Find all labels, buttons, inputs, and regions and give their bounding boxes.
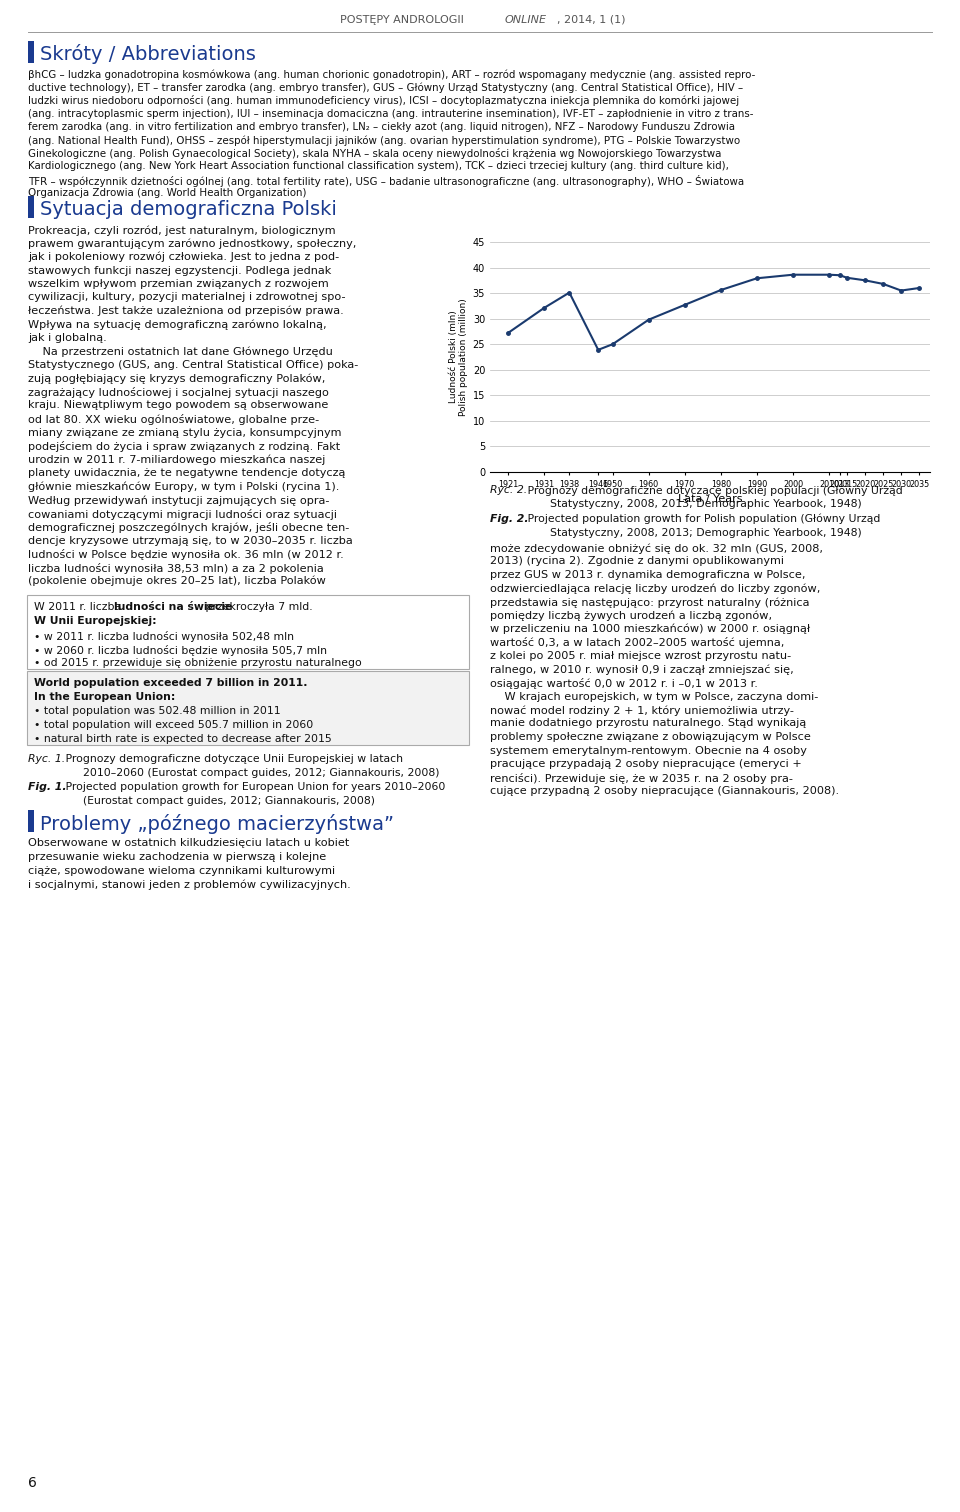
Text: • w 2011 r. liczba ludności wynosiła 502,48 mln: • w 2011 r. liczba ludności wynosiła 502… xyxy=(34,631,294,641)
Text: i socjalnymi, stanowi jeden z problemów cywilizacyjnych.: i socjalnymi, stanowi jeden z problemów … xyxy=(28,878,350,889)
Text: Obserwowane w ostatnich kilkudziesięciu latach u kobiet: Obserwowane w ostatnich kilkudziesięciu … xyxy=(28,839,349,848)
Text: , 2014, 1 (1): , 2014, 1 (1) xyxy=(557,15,626,26)
Text: Według przewidywań instytucji zajmujących się opra-: Według przewidywań instytucji zajmującyc… xyxy=(28,494,329,505)
Text: World population exceeded 7 billion in 2011.: World population exceeded 7 billion in 2… xyxy=(34,679,307,688)
Text: cujące przypadną 2 osoby niepracujące (Giannakouris, 2008).: cujące przypadną 2 osoby niepracujące (G… xyxy=(490,786,839,795)
Text: 2010–2060 (Eurostat compact guides, 2012; Giannakouris, 2008): 2010–2060 (Eurostat compact guides, 2012… xyxy=(83,768,440,777)
Text: w przeliczeniu na 1000 mieszkańców) w 2000 r. osiągnął: w przeliczeniu na 1000 mieszkańców) w 20… xyxy=(490,624,810,635)
Text: planety uwidacznia, że te negatywne tendencje dotyczą: planety uwidacznia, że te negatywne tend… xyxy=(28,469,346,478)
Text: zują pogłębiający się kryzys demograficzny Polaków,: zują pogłębiający się kryzys demograficz… xyxy=(28,373,325,384)
Text: • total population will exceed 505.7 million in 2060: • total population will exceed 505.7 mil… xyxy=(34,721,313,730)
Text: liczba ludności wynosiła 38,53 mln) a za 2 pokolenia: liczba ludności wynosiła 38,53 mln) a za… xyxy=(28,562,324,573)
Text: (pokolenie obejmuje okres 20–25 lat), liczba Polaków: (pokolenie obejmuje okres 20–25 lat), li… xyxy=(28,576,325,587)
FancyBboxPatch shape xyxy=(27,594,469,668)
Text: problemy społeczne związane z obowiązującym w Polsce: problemy społeczne związane z obowiązują… xyxy=(490,732,811,742)
Text: TFR – współczynnik dzietności ogólnej (ang. total fertility rate), USG – badanie: TFR – współczynnik dzietności ogólnej (a… xyxy=(28,174,744,186)
Text: 6: 6 xyxy=(28,1476,36,1489)
Text: Fig. 1.: Fig. 1. xyxy=(28,783,66,792)
Text: manie dodatniego przyrostu naturalnego. Stąd wynikają: manie dodatniego przyrostu naturalnego. … xyxy=(490,718,806,729)
Text: Prokreacja, czyli rozród, jest naturalnym, biologicznym: Prokreacja, czyli rozród, jest naturalny… xyxy=(28,225,336,236)
Text: kraju. Niewątpliwym tego powodem są obserwowane: kraju. Niewątpliwym tego powodem są obse… xyxy=(28,401,328,410)
Text: • total population was 502.48 million in 2011: • total population was 502.48 million in… xyxy=(34,706,280,717)
Text: osiągając wartość 0,0 w 2012 r. i –0,1 w 2013 r.: osiągając wartość 0,0 w 2012 r. i –0,1 w… xyxy=(490,677,757,689)
Text: 2013) (rycina 2). Zgodnie z danymi opublikowanymi: 2013) (rycina 2). Zgodnie z danymi opubl… xyxy=(490,556,784,567)
Text: przesuwanie wieku zachodzenia w pierwszą i kolejne: przesuwanie wieku zachodzenia w pierwszą… xyxy=(28,851,326,862)
Text: Ryc. 1.: Ryc. 1. xyxy=(28,753,65,764)
X-axis label: Lata / Years: Lata / Years xyxy=(678,494,742,503)
Text: βhCG – ludzka gonadotropina kosmówkowa (ang. human chorionic gonadotropin), ART : βhCG – ludzka gonadotropina kosmówkowa (… xyxy=(28,70,756,80)
Text: Fig. 2.: Fig. 2. xyxy=(490,514,529,525)
Text: jak i pokoleniowy rozwój człowieka. Jest to jedna z pod-: jak i pokoleniowy rozwój człowieka. Jest… xyxy=(28,253,339,263)
Text: ludzki wirus niedoboru odporności (ang. human immunodeficiency virus), ICSI – do: ludzki wirus niedoboru odporności (ang. … xyxy=(28,95,739,106)
Text: przedstawia się następująco: przyrost naturalny (różnica: przedstawia się następująco: przyrost na… xyxy=(490,597,809,608)
Text: Prognozy demograficzne dotyczące Unii Europejskiej w latach: Prognozy demograficzne dotyczące Unii Eu… xyxy=(62,753,403,764)
Text: Sytuacja demograficzna Polski: Sytuacja demograficzna Polski xyxy=(40,200,337,219)
Text: W krajach europejskich, w tym w Polsce, zaczyna domi-: W krajach europejskich, w tym w Polsce, … xyxy=(490,691,818,702)
Text: (ang. National Health Fund), OHSS – zespół hiperstymulacji jajników (ang. ovaria: (ang. National Health Fund), OHSS – zesp… xyxy=(28,135,740,145)
FancyBboxPatch shape xyxy=(27,670,469,744)
Text: ferem zarodka (ang. in vitro fertilization and embryo transfer), LN₂ – ciekły az: ferem zarodka (ang. in vitro fertilizati… xyxy=(28,122,735,132)
Text: ludności na świecie: ludności na świecie xyxy=(114,602,232,612)
Text: zagrażający ludnościowej i socjalnej sytuacji naszego: zagrażający ludnościowej i socjalnej syt… xyxy=(28,387,329,398)
Text: pomiędzy liczbą żywych urodzeń a liczbą zgonów,: pomiędzy liczbą żywych urodzeń a liczbą … xyxy=(490,611,772,621)
Text: Wpływa na sytuację demograficzną zarówno lokalną,: Wpływa na sytuację demograficzną zarówno… xyxy=(28,319,326,330)
Text: Statystyczny, 2008, 2013; Demographic Yearbook, 1948): Statystyczny, 2008, 2013; Demographic Ye… xyxy=(550,528,862,538)
Text: urodzin w 2011 r. 7-miliardowego mieszkańca naszej: urodzin w 2011 r. 7-miliardowego mieszka… xyxy=(28,455,325,466)
Text: może zdecydowanie obniżyć się do ok. 32 mln (GUS, 2008,: może zdecydowanie obniżyć się do ok. 32 … xyxy=(490,543,823,553)
Text: (Eurostat compact guides, 2012; Giannakouris, 2008): (Eurostat compact guides, 2012; Giannako… xyxy=(83,797,375,806)
Text: • natural birth rate is expected to decrease after 2015: • natural birth rate is expected to decr… xyxy=(34,735,332,744)
Text: Problemy „późnego macierzyństwa”: Problemy „późnego macierzyństwa” xyxy=(40,813,394,833)
Text: W 2011 r. liczba: W 2011 r. liczba xyxy=(34,602,125,612)
Text: Kardiologicznego (ang. New York Heart Association functional classification syst: Kardiologicznego (ang. New York Heart As… xyxy=(28,162,729,171)
Bar xyxy=(28,197,34,218)
Text: Organizacja Zdrowia (ang. World Health Organization): Organizacja Zdrowia (ang. World Health O… xyxy=(28,187,306,198)
Text: POSTĘPY ANDROLOGII: POSTĘPY ANDROLOGII xyxy=(340,15,468,26)
Text: prawem gwarantującym zarówno jednostkowy, społeczny,: prawem gwarantującym zarówno jednostkowy… xyxy=(28,239,356,249)
Text: z kolei po 2005 r. miał miejsce wzrost przyrostu natu-: z kolei po 2005 r. miał miejsce wzrost p… xyxy=(490,652,791,661)
Text: od lat 80. XX wieku ogólnoświatowe, globalne prze-: od lat 80. XX wieku ogólnoświatowe, glob… xyxy=(28,414,319,425)
Text: ralnego, w 2010 r. wynosił 0,9 i zaczął zmniejszać się,: ralnego, w 2010 r. wynosił 0,9 i zaczął … xyxy=(490,664,794,674)
Text: miany związane ze zmianą stylu życia, konsumpcyjnym: miany związane ze zmianą stylu życia, ko… xyxy=(28,428,342,437)
Text: Ginekologiczne (ang. Polish Gynaecological Society), skala NYHA – skala oceny ni: Ginekologiczne (ang. Polish Gynaecologic… xyxy=(28,148,721,159)
Text: wszelkim wpływom przemian związanych z rozwojem: wszelkim wpływom przemian związanych z r… xyxy=(28,280,328,289)
Text: ONLINE: ONLINE xyxy=(505,15,547,26)
Text: demograficznej poszczególnych krajów, jeśli obecne ten-: demograficznej poszczególnych krajów, je… xyxy=(28,522,349,534)
Text: Prognozy demograficzne dotyczące polskiej populacji (Główny Urząd: Prognozy demograficzne dotyczące polskie… xyxy=(524,485,902,496)
Text: In the European Union:: In the European Union: xyxy=(34,692,176,703)
Text: • w 2060 r. liczba ludności będzie wynosiła 505,7 mln: • w 2060 r. liczba ludności będzie wynos… xyxy=(34,644,327,656)
Text: Statystycznego (GUS, ang. Central Statistical Office) poka-: Statystycznego (GUS, ang. Central Statis… xyxy=(28,360,358,370)
Y-axis label: Ludność Polski (mln)
Polish population (million): Ludność Polski (mln) Polish population (… xyxy=(449,298,468,416)
Text: przekroczyła 7 mld.: przekroczyła 7 mld. xyxy=(202,602,313,612)
Text: podejściem do życia i spraw związanych z rodziną. Fakt: podejściem do życia i spraw związanych z… xyxy=(28,442,340,452)
Text: dencje kryzysowe utrzymają się, to w 2030–2035 r. liczba: dencje kryzysowe utrzymają się, to w 203… xyxy=(28,535,352,546)
Text: stawowych funkcji naszej egzystencji. Podlega jednak: stawowych funkcji naszej egzystencji. Po… xyxy=(28,266,331,275)
Text: W Unii Europejskiej:: W Unii Europejskiej: xyxy=(34,617,156,626)
Text: renciści). Przewiduje się, że w 2035 r. na 2 osoby pra-: renciści). Przewiduje się, że w 2035 r. … xyxy=(490,773,793,783)
Text: (ang. intracytoplasmic sperm injection), IUI – inseminacja domaciczna (ang. intr: (ang. intracytoplasmic sperm injection),… xyxy=(28,109,754,118)
Text: Skróty / Abbreviations: Skróty / Abbreviations xyxy=(40,44,256,64)
Text: wartość 0,3, a w latach 2002–2005 wartość ujemna,: wartość 0,3, a w latach 2002–2005 wartoś… xyxy=(490,638,784,649)
Text: ductive technology), ET – transfer zarodka (ang. embryo transfer), GUS – Główny : ductive technology), ET – transfer zarod… xyxy=(28,82,743,92)
Text: Statystyczny, 2008, 2013; Demographic Yearbook, 1948): Statystyczny, 2008, 2013; Demographic Ye… xyxy=(550,499,862,510)
Text: ludności w Polsce będzie wynosiła ok. 36 mln (w 2012 r.: ludności w Polsce będzie wynosiła ok. 36… xyxy=(28,549,344,559)
Text: • od 2015 r. przewiduje się obniżenie przyrostu naturalnego: • od 2015 r. przewiduje się obniżenie pr… xyxy=(34,659,362,668)
Text: łeczeństwa. Jest także uzależniona od przepisów prawa.: łeczeństwa. Jest także uzależniona od pr… xyxy=(28,305,344,316)
Text: jak i globalną.: jak i globalną. xyxy=(28,333,107,343)
Text: przez GUS w 2013 r. dynamika demograficzna w Polsce,: przez GUS w 2013 r. dynamika demograficz… xyxy=(490,570,805,581)
Text: Ryc. 2.: Ryc. 2. xyxy=(490,485,527,494)
Text: systemem emerytalnym-rentowym. Obecnie na 4 osoby: systemem emerytalnym-rentowym. Obecnie n… xyxy=(490,745,806,756)
Text: głównie mieszkańców Europy, w tym i Polski (rycina 1).: głównie mieszkańców Europy, w tym i Pols… xyxy=(28,481,340,491)
Text: pracujące przypadają 2 osoby niepracujące (emeryci +: pracujące przypadają 2 osoby niepracując… xyxy=(490,759,802,770)
Text: odzwierciedlająca relację liczby urodzeń do liczby zgonów,: odzwierciedlająca relację liczby urodzeń… xyxy=(490,584,821,594)
Text: cywilizacji, kultury, pozycji materialnej i zdrowotnej spo-: cywilizacji, kultury, pozycji materialne… xyxy=(28,292,346,302)
Text: cowaniami dotyczącymi migracji ludności oraz sytuacji: cowaniami dotyczącymi migracji ludności … xyxy=(28,508,337,520)
Bar xyxy=(28,41,34,64)
Text: nować model rodziny 2 + 1, który uniemożliwia utrzy-: nować model rodziny 2 + 1, który uniemoż… xyxy=(490,705,794,715)
Text: Na przestrzeni ostatnich lat dane Głównego Urzędu: Na przestrzeni ostatnich lat dane Główne… xyxy=(28,346,333,357)
Text: Projected population growth for European Union for years 2010–2060: Projected population growth for European… xyxy=(62,783,445,792)
Bar xyxy=(28,809,34,832)
Text: Projected population growth for Polish population (Główny Urząd: Projected population growth for Polish p… xyxy=(524,514,880,525)
Text: ciąże, spowodowane wieloma czynnikami kulturowymi: ciąże, spowodowane wieloma czynnikami ku… xyxy=(28,865,335,875)
